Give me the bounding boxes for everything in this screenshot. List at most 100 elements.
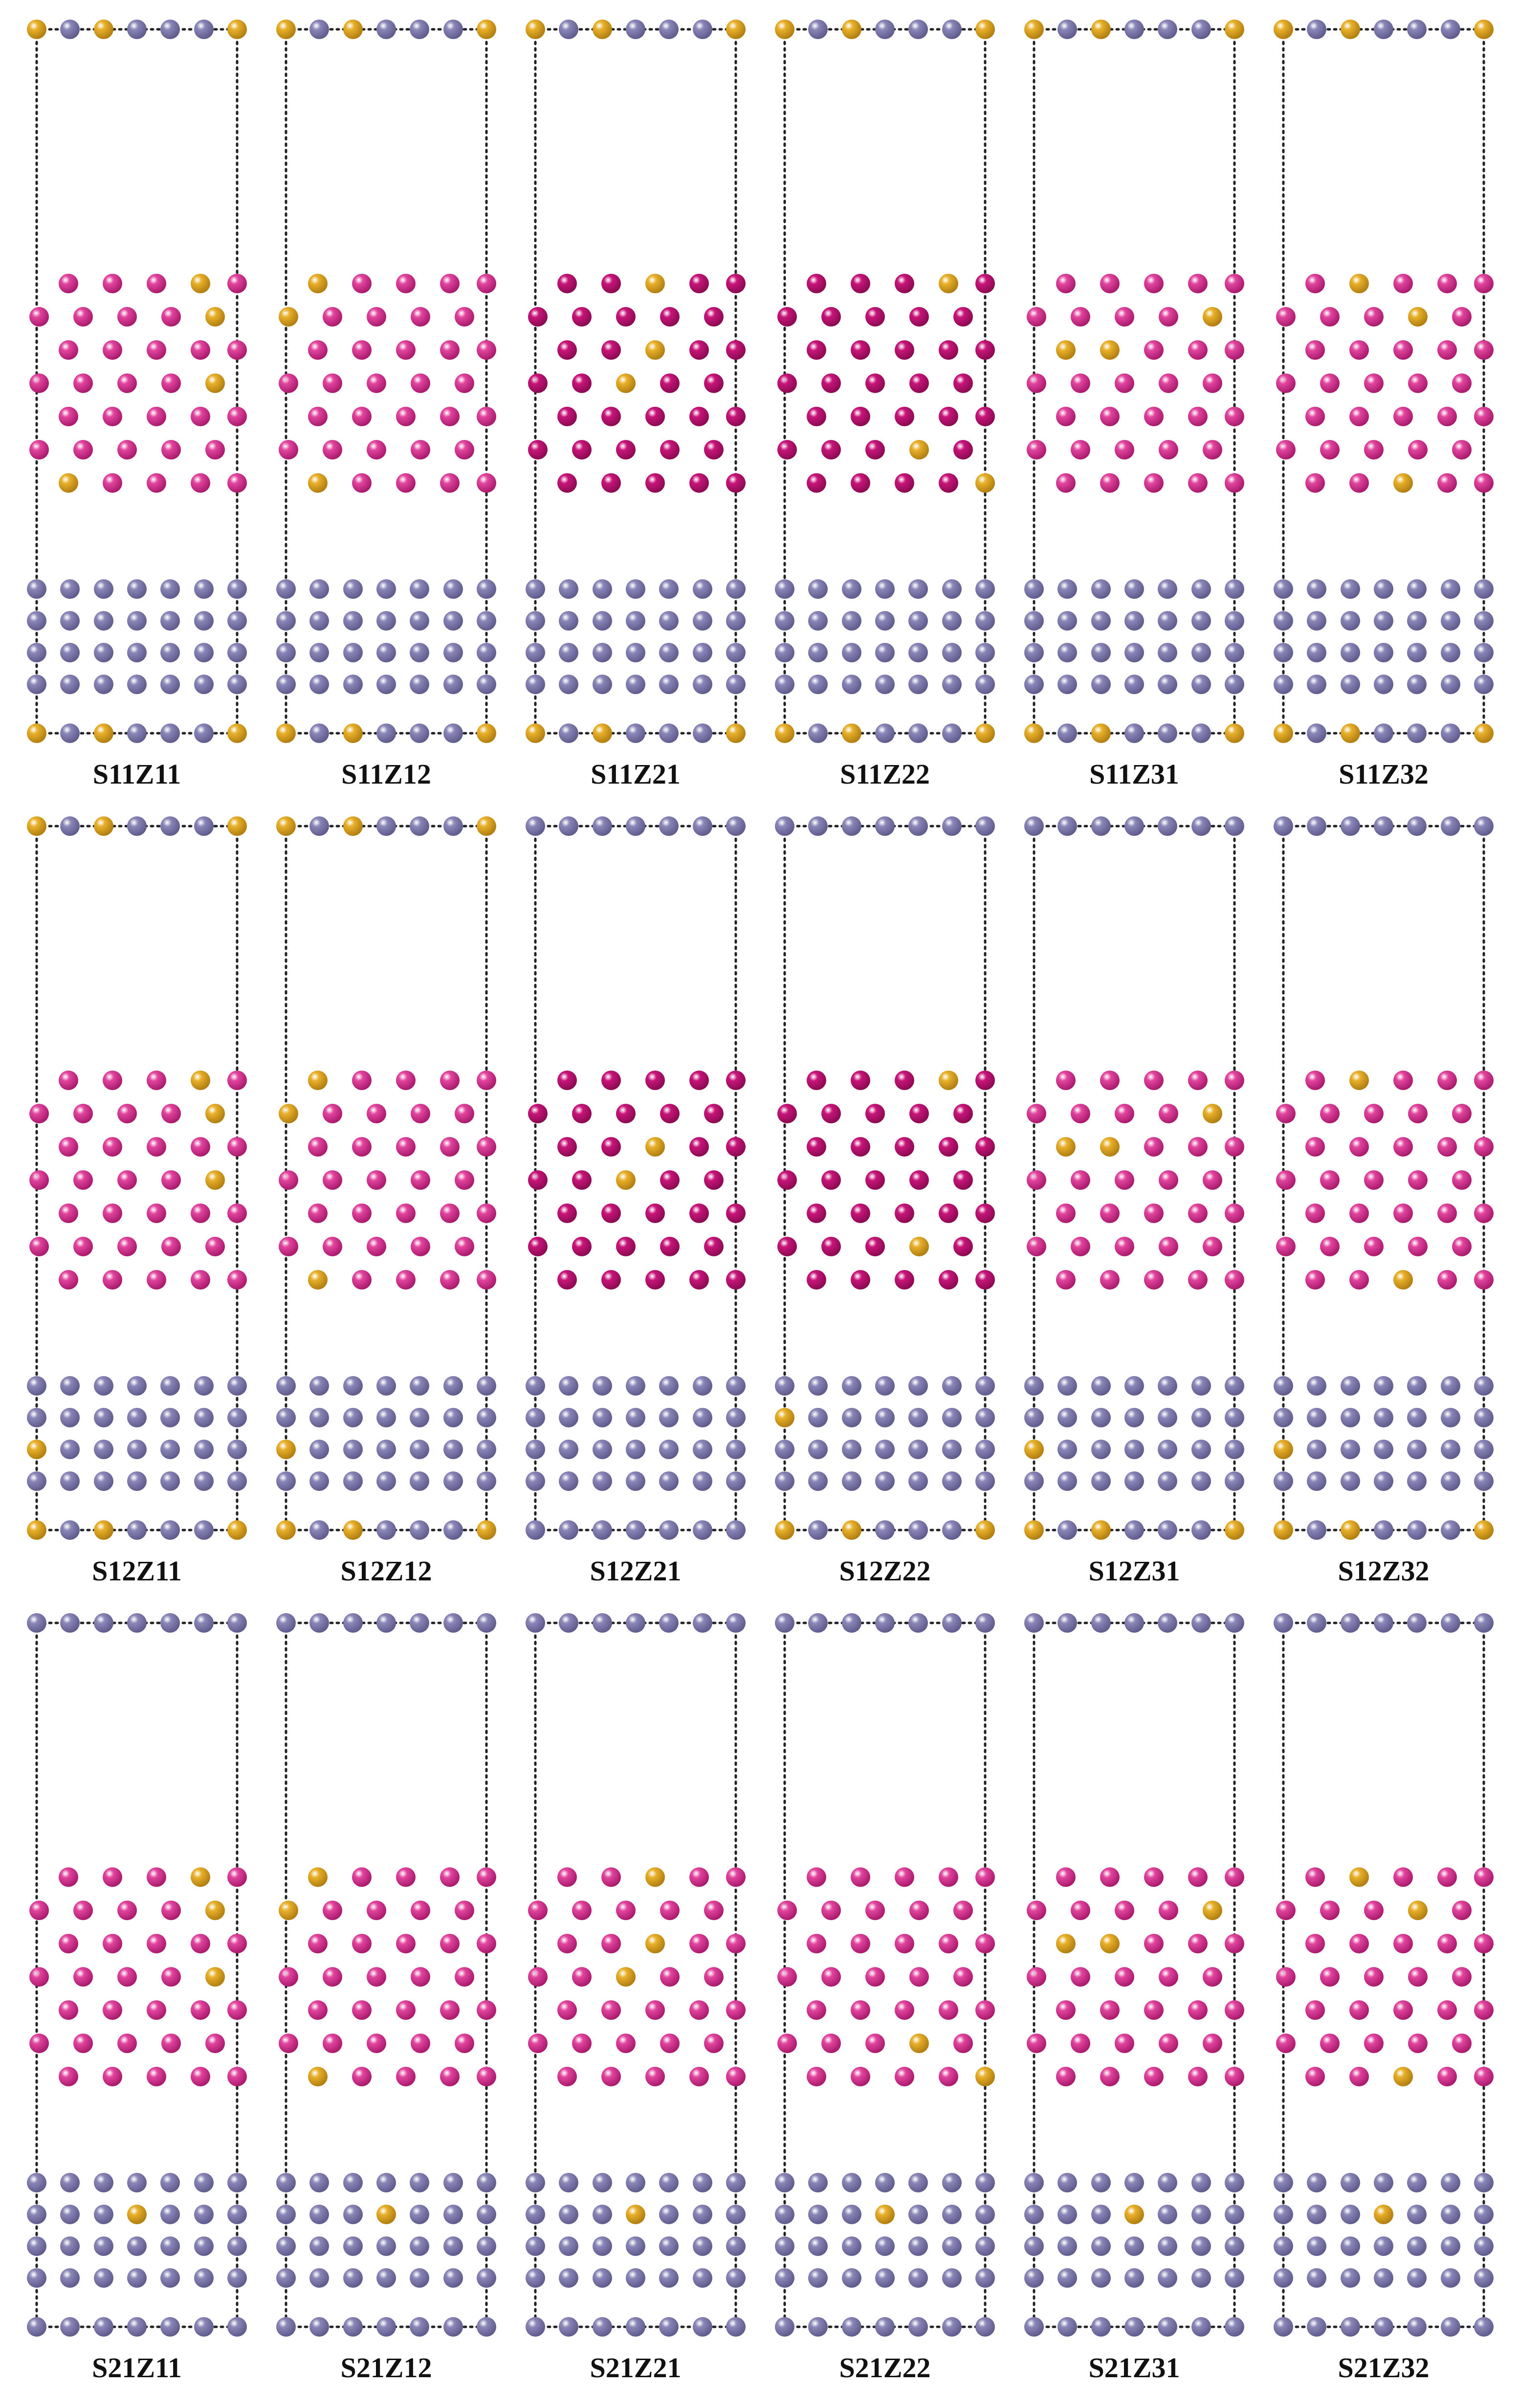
film-atom	[440, 1270, 460, 1290]
film-atom	[1144, 340, 1164, 360]
surface-atom	[27, 723, 46, 743]
substrate-atom	[94, 1440, 113, 1459]
surface-atom	[127, 1613, 147, 1633]
substrate-atom	[27, 1408, 46, 1427]
film-atom	[689, 1867, 709, 1887]
surface-atom	[477, 723, 496, 743]
substrate-atom	[410, 2236, 429, 2256]
structure-model	[27, 816, 247, 1540]
film-atom	[528, 1104, 548, 1123]
substrate-atom	[726, 611, 746, 631]
film-atom	[440, 1204, 460, 1223]
surface-atom	[775, 2317, 794, 2337]
surface-atom	[559, 1520, 578, 1540]
film-atom	[308, 473, 328, 493]
substrate-atom	[160, 579, 180, 599]
film-atom	[1349, 2000, 1369, 2020]
film-atom	[1056, 1204, 1076, 1223]
film-atom	[205, 1967, 225, 1987]
substrate-atom	[443, 1376, 463, 1396]
substrate-atom	[875, 1440, 895, 1459]
panel-label: S12Z22	[839, 1555, 931, 1587]
film-atom	[477, 2067, 496, 2086]
substrate-atom	[559, 1440, 578, 1459]
surface-atom	[1158, 723, 1177, 743]
film-atom	[557, 2000, 577, 2020]
surface-atom	[1407, 20, 1427, 39]
substrate-atom	[875, 2268, 895, 2288]
film-atom	[308, 274, 328, 293]
film-atom	[939, 1071, 958, 1090]
film-atom	[557, 274, 577, 293]
film-atom	[103, 340, 122, 360]
film-atom	[73, 1170, 93, 1190]
film-atom	[1474, 1867, 1494, 1887]
film-atom	[939, 1270, 958, 1290]
surface-atom	[127, 2317, 147, 2337]
substrate-atom	[1225, 1471, 1244, 1491]
substrate-atom	[1091, 2268, 1111, 2288]
surface-atom	[1124, 723, 1144, 743]
substrate-atom	[626, 611, 645, 631]
film-atom	[865, 1104, 885, 1123]
structure-panel: S11Z32	[1261, 10, 1506, 811]
substrate-atom	[1374, 2205, 1393, 2224]
film-atom	[59, 407, 78, 426]
panel-label: S12Z31	[1088, 1555, 1180, 1587]
film-atom	[1071, 440, 1090, 460]
substrate-atom	[1158, 2173, 1177, 2192]
substrate-atom	[1307, 2236, 1326, 2256]
surface-atom	[1057, 816, 1077, 836]
substrate-atom	[526, 2236, 545, 2256]
film-atom	[59, 340, 78, 360]
substrate-atom	[659, 579, 679, 599]
substrate-atom	[1474, 579, 1494, 599]
film-atom	[191, 2067, 210, 2086]
surface-atom	[410, 723, 429, 743]
film-atom	[1225, 340, 1244, 360]
film-atom	[117, 1967, 137, 1987]
film-atom	[616, 1237, 636, 1256]
film-atom	[909, 1237, 929, 1256]
film-atom	[323, 373, 342, 393]
surface-atom	[942, 816, 962, 836]
substrate-atom	[194, 1471, 214, 1491]
substrate-atom	[1057, 611, 1077, 631]
substrate-atom	[343, 2268, 363, 2288]
film-atom	[975, 1137, 995, 1157]
structure-panel: S12Z22	[763, 807, 1007, 1608]
substrate-atom	[1274, 2173, 1293, 2192]
surface-atom	[975, 1520, 995, 1540]
substrate-atom	[659, 2268, 679, 2288]
surface-atom	[1341, 1613, 1360, 1633]
film-atom	[528, 1901, 548, 1920]
film-atom	[279, 307, 298, 327]
film-atom	[1159, 2034, 1178, 2053]
film-atom	[572, 373, 592, 393]
substrate-atom	[526, 1440, 545, 1459]
surface-atom	[842, 1613, 861, 1633]
substrate-atom	[376, 611, 396, 631]
film-atom	[1393, 2067, 1413, 2086]
film-atom	[396, 1137, 416, 1157]
film-atom	[323, 1104, 342, 1123]
film-atom	[1225, 1071, 1244, 1090]
film-atom	[777, 1901, 797, 1920]
film-atom	[1188, 2000, 1208, 2020]
film-atom	[572, 1237, 592, 1256]
substrate-atom	[808, 611, 828, 631]
substrate-atom	[1407, 675, 1427, 694]
film-atom	[1474, 473, 1494, 493]
surface-atom	[1474, 1613, 1494, 1633]
substrate-atom	[775, 1471, 794, 1491]
substrate-atom	[1441, 611, 1460, 631]
film-atom	[396, 2067, 416, 2086]
substrate-atom	[276, 2205, 296, 2224]
film-atom	[851, 1934, 870, 1953]
substrate-atom	[60, 2236, 80, 2256]
film-atom	[645, 1137, 665, 1157]
film-atom	[851, 274, 870, 293]
film-atom	[147, 1204, 166, 1223]
substrate-atom	[908, 643, 928, 662]
substrate-atom	[1407, 1376, 1427, 1396]
